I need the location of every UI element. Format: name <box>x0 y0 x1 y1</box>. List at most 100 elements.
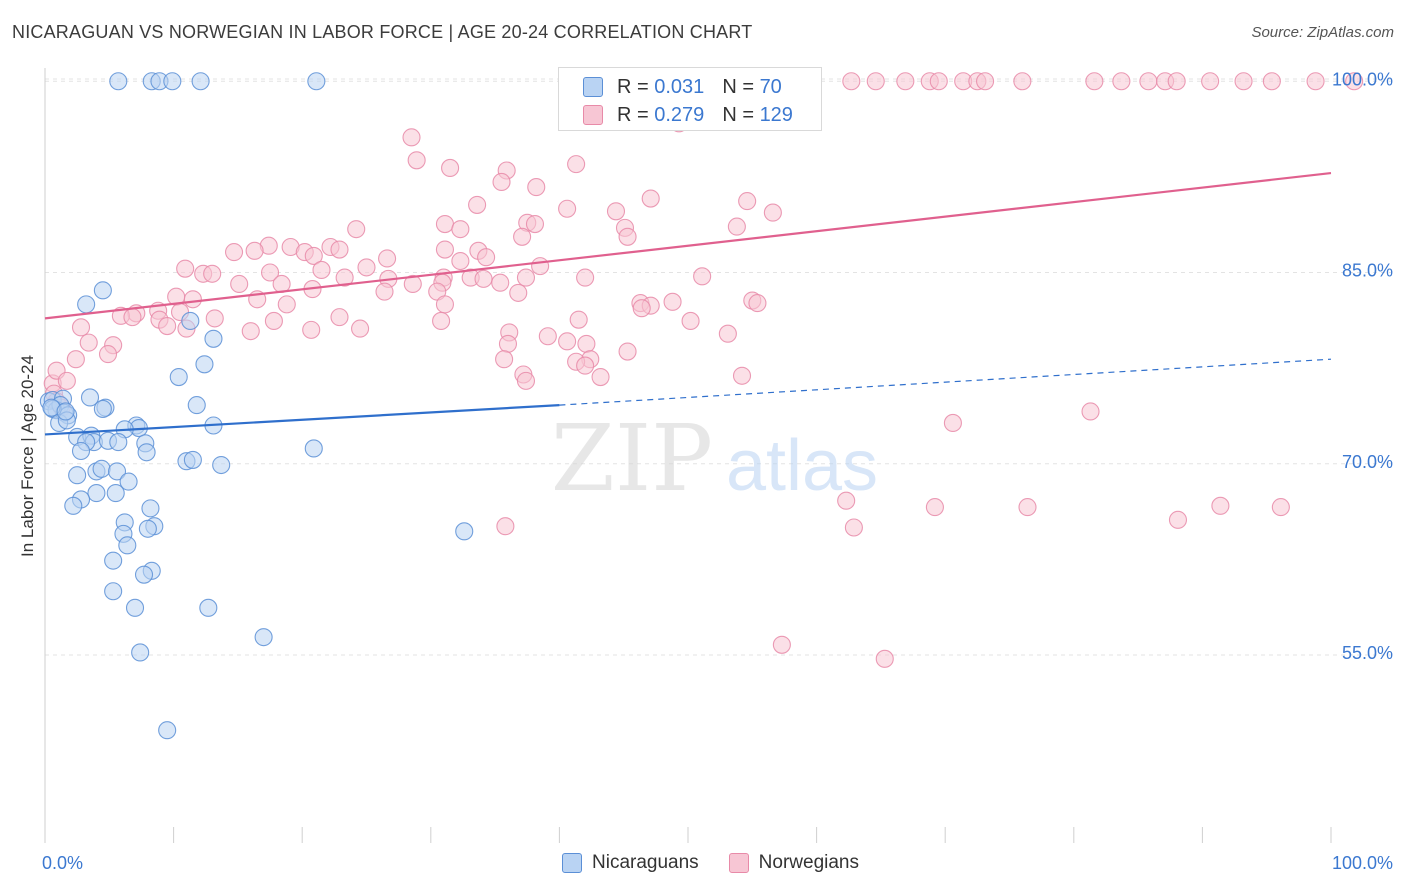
norwegian-point <box>925 498 944 517</box>
norwegian-point <box>569 310 588 329</box>
series-legend: Nicaraguans Norwegians <box>562 852 889 874</box>
legend-r-value: 0.031 <box>654 75 705 98</box>
norwegian-point <box>1018 498 1037 517</box>
norwegian-point <box>498 334 518 353</box>
norwegian-point <box>591 367 610 387</box>
nicaraguan-point <box>134 565 154 584</box>
norwegian-point <box>738 192 757 211</box>
norwegian-point <box>641 189 660 208</box>
legend-n-value: 70 <box>759 75 782 98</box>
norwegian-point <box>509 283 528 302</box>
norwegian-point <box>277 295 296 314</box>
watermark-atlas: atlas <box>726 426 878 506</box>
nicaraguan-point <box>181 311 200 331</box>
norwegian-point <box>772 635 791 654</box>
y-tick-label: 85.0% <box>1342 261 1393 281</box>
legend-item-norwegians[interactable]: Norwegians <box>728 852 859 874</box>
norwegian-point <box>618 342 637 361</box>
nicaraguan-point <box>141 499 160 518</box>
tick-label-layer: 55.0% 70.0% 85.0% 100.0% 0.0% 100.0% <box>42 69 1393 873</box>
nicaraguan-point <box>80 388 100 407</box>
nicaraguan-point <box>106 484 125 503</box>
norwegian-point <box>403 274 422 294</box>
y-tick-label: 55.0% <box>1342 643 1393 663</box>
norwegian-point <box>468 195 487 214</box>
norwegian-point <box>66 350 85 369</box>
nicaraguan-point <box>158 721 177 740</box>
norwegian-point <box>844 518 863 537</box>
legend-n-label: N = <box>722 75 754 98</box>
legend-r-label: R = <box>617 75 649 98</box>
norwegian-point <box>943 413 962 433</box>
nicaraguan-point <box>107 462 127 481</box>
norwegian-point <box>1112 72 1131 91</box>
norwegian-point <box>576 268 595 287</box>
norwegian-point <box>1262 72 1281 91</box>
nicaraguan-point <box>187 396 206 415</box>
norwegian-point <box>663 292 682 311</box>
legend-swatch-blue <box>583 77 603 97</box>
norwegian-point <box>435 295 454 314</box>
norwegian-point <box>79 333 98 352</box>
nicaraguan-point <box>138 519 157 538</box>
watermark: ZIP atlas <box>551 405 878 512</box>
nicaraguan-point <box>455 522 474 541</box>
nicaraguan-point <box>307 72 326 91</box>
norwegian-point <box>98 345 118 364</box>
norwegian-point <box>558 332 577 351</box>
norwegian-point <box>176 259 195 278</box>
legend-r-value: 0.279 <box>654 103 705 126</box>
nicaraguan-point <box>93 281 112 300</box>
norwegian-point <box>347 220 366 239</box>
nicaraguan-point <box>92 459 111 478</box>
legend-r-label: R = <box>617 103 649 126</box>
norwegian-point <box>451 220 470 239</box>
norwegian-point <box>577 334 596 353</box>
norwegian-point <box>230 274 249 294</box>
norwegian-point <box>1306 72 1325 91</box>
norwegian-point <box>632 299 651 318</box>
nicaraguan-point <box>137 443 156 462</box>
nicaraguan-point <box>304 439 323 458</box>
norwegian-point <box>718 324 737 343</box>
nicaraguan-point <box>183 450 202 469</box>
norwegian-point <box>1081 402 1100 421</box>
correlation-legend: R = 0.031 N = 70 R = 0.279 N = 129 <box>558 67 822 131</box>
nicaraguan-point <box>195 355 214 374</box>
norwegian-point <box>474 269 493 288</box>
norwegian-point <box>1234 72 1253 91</box>
nicaraguan-point <box>71 441 91 461</box>
norwegian-point <box>531 257 550 276</box>
norwegian-point <box>896 72 915 91</box>
norwegian-point <box>576 356 595 375</box>
norwegian-point <box>407 151 426 170</box>
norwegian-point <box>606 202 626 221</box>
norwegian-point <box>513 227 532 246</box>
norwegian-point <box>681 311 700 331</box>
nicaraguan-point <box>204 329 223 348</box>
norwegian-point <box>538 327 557 346</box>
points-layer <box>39 72 1364 740</box>
norwegian-point <box>763 203 782 222</box>
nicaraguan-point <box>254 628 273 647</box>
y-tick-label: 70.0% <box>1342 452 1393 472</box>
nicaraguan-point <box>212 455 231 475</box>
legend-item-nicaraguans[interactable]: Nicaraguans <box>562 852 699 874</box>
norwegian-point <box>451 251 470 271</box>
norwegian-point <box>976 72 995 91</box>
x-tick-label: 100.0% <box>1332 853 1393 873</box>
legend-n-label: N = <box>722 103 754 126</box>
norwegian-point <box>732 366 752 385</box>
norwegian-point <box>477 248 496 267</box>
norwegian-point <box>402 128 421 147</box>
nicaraguan-point <box>199 598 218 617</box>
norwegian-point <box>1345 72 1364 91</box>
norwegian-point <box>492 172 511 192</box>
nicaraguan-point <box>93 399 112 418</box>
watermark-zip: ZIP <box>551 405 713 512</box>
norwegian-point <box>1139 72 1158 91</box>
x-tick-label: 0.0% <box>42 853 83 873</box>
norwegian-point <box>57 371 76 390</box>
norwegian-point <box>304 246 323 265</box>
